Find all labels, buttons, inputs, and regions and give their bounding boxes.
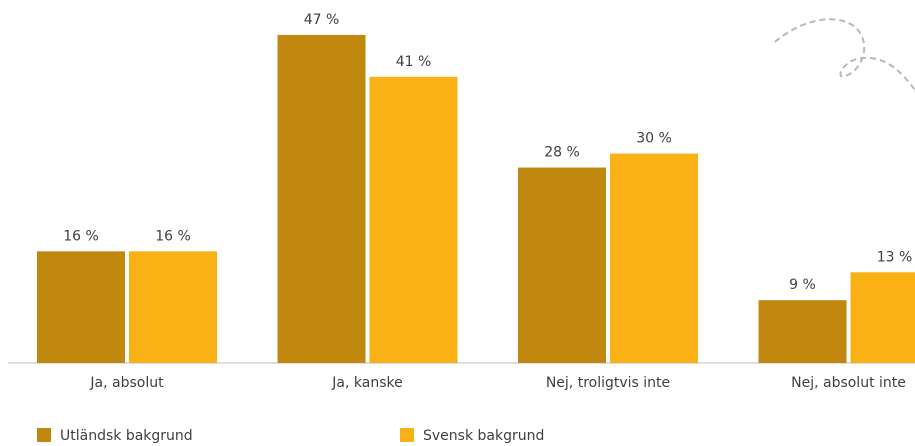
bar xyxy=(758,300,847,363)
bar xyxy=(610,153,698,363)
legend-label: Utländsk bakgrund xyxy=(60,428,193,444)
bar xyxy=(129,251,217,363)
x-tick-label: Nej, troligtvis inte xyxy=(546,375,670,391)
legend-swatch xyxy=(400,428,414,442)
data-label: 9 % xyxy=(789,277,816,293)
x-tick-label: Nej, absolut inte xyxy=(791,375,906,391)
data-label: 28 % xyxy=(544,145,580,161)
data-label: 16 % xyxy=(155,228,191,244)
legend-swatch xyxy=(37,428,51,442)
decoration xyxy=(774,18,915,91)
bar xyxy=(37,251,125,363)
bar xyxy=(369,76,458,363)
legend-label: Svensk bakgrund xyxy=(423,428,544,444)
bar xyxy=(850,272,915,363)
data-label: 47 % xyxy=(304,12,340,28)
bar xyxy=(277,34,366,363)
bar xyxy=(518,167,606,363)
data-label: 13 % xyxy=(877,249,913,265)
data-label: 41 % xyxy=(396,54,432,70)
data-label: 16 % xyxy=(63,228,99,244)
x-tick-label: Ja, kanske xyxy=(331,375,402,391)
data-label: 30 % xyxy=(636,131,672,147)
x-tick-label: Ja, absolut xyxy=(89,375,164,391)
